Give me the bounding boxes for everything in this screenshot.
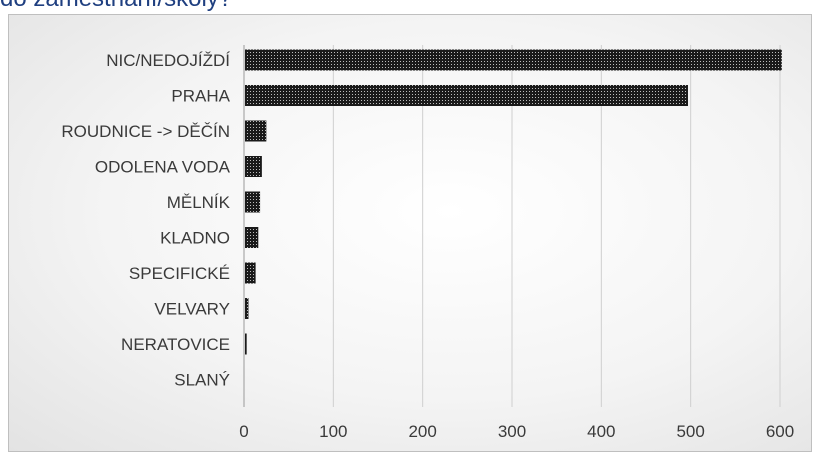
x-tick-label: 300 [498,422,526,441]
bar [245,298,249,319]
bar [245,333,247,355]
x-tick-label: 200 [408,422,436,441]
bar [245,191,261,213]
x-tick-label: 100 [319,422,347,441]
x-tick-label: 400 [587,422,615,441]
x-tick-label: 600 [766,422,794,441]
bars [245,49,782,355]
category-label: SPECIFICKÉ [129,264,230,283]
bar [245,227,259,248]
category-label: ODOLENA VODA [95,158,231,177]
category-label: PRAHA [171,87,230,106]
page-title: do zaměstnání/školy? [0,0,232,11]
category-label: ROUDNICE -> DĚČÍN [61,122,230,141]
bar [245,120,267,142]
x-tick-label: 500 [676,422,704,441]
bar [245,85,688,106]
category-labels: NIC/NEDOJÍŽDÍ PRAHA ROUDNICE -> DĚČÍN ODOLE… [61,51,230,390]
x-axis-ticks: 0 100 200 300 400 500 600 [239,422,794,441]
bar-chart: NIC/NEDOJÍŽDÍ PRAHA ROUDNICE -> DĚČÍN ODOLE… [61,45,794,441]
category-label: SLANÝ [174,371,230,390]
category-label: MĚLNÍK [167,193,231,212]
bar [245,49,782,71]
bar [245,156,262,177]
bar [245,262,256,284]
category-label: NERATOVICE [121,335,230,354]
category-label: KLADNO [160,229,230,248]
category-label: NIC/NEDOJÍŽDÍ [106,51,230,70]
x-tick-label: 0 [239,422,248,441]
category-label: VELVARY [154,300,230,319]
chart-area: NIC/NEDOJÍŽDÍ PRAHA ROUDNICE -> DĚČÍN ODOLE… [8,14,812,452]
